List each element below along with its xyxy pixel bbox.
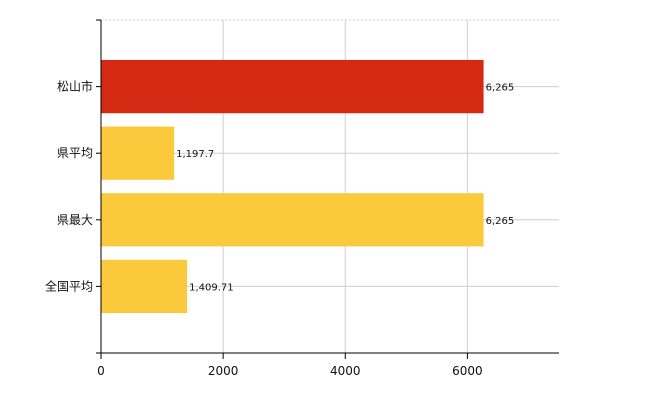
bar (101, 59, 484, 114)
x-tick-label: 0 (97, 364, 105, 378)
category-label: 県最大 (57, 213, 93, 227)
category-label: 松山市 (57, 79, 93, 94)
bar (101, 259, 188, 314)
category-label: 全国平均 (45, 278, 93, 293)
x-tick-label: 4000 (330, 364, 361, 378)
x-tick-label: 6000 (452, 364, 483, 378)
label-layer: 6,265 松山市 1,197.7 県平均 6,265 県最大 1,409.71 全国平均 0 2… (45, 79, 514, 378)
bar-value-label: 6,265 (486, 216, 515, 227)
category-label: 県平均 (57, 146, 93, 160)
bar-value-label: 6,265 (486, 83, 515, 94)
axis-layer (96, 19, 559, 359)
bar-value-label: 1,197.7 (176, 149, 214, 160)
bar-value-label: 1,409.71 (189, 282, 234, 293)
bar (101, 126, 175, 180)
bar-layer (101, 59, 484, 314)
x-tick-label: 2000 (208, 364, 239, 378)
bar (101, 193, 484, 247)
